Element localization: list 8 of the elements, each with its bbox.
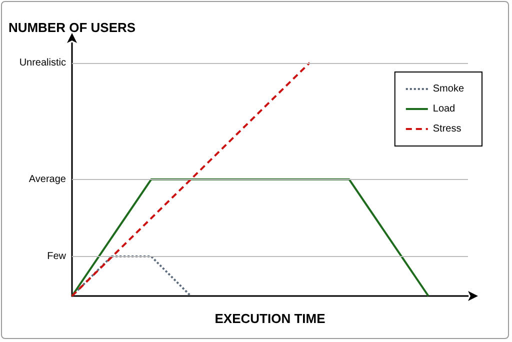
- y-axis-title: NUMBER OF USERS: [8, 20, 136, 35]
- ref-line-label: Unrealistic: [19, 57, 66, 68]
- ref-line-label: Few: [47, 250, 67, 262]
- legend-label: Smoke: [432, 84, 464, 94]
- x-axis-title: EXECUTION TIME: [214, 311, 326, 326]
- legend-label: Stress: [432, 124, 462, 134]
- legend-label: Load: [432, 104, 456, 114]
- ref-line-label: Average: [28, 174, 66, 185]
